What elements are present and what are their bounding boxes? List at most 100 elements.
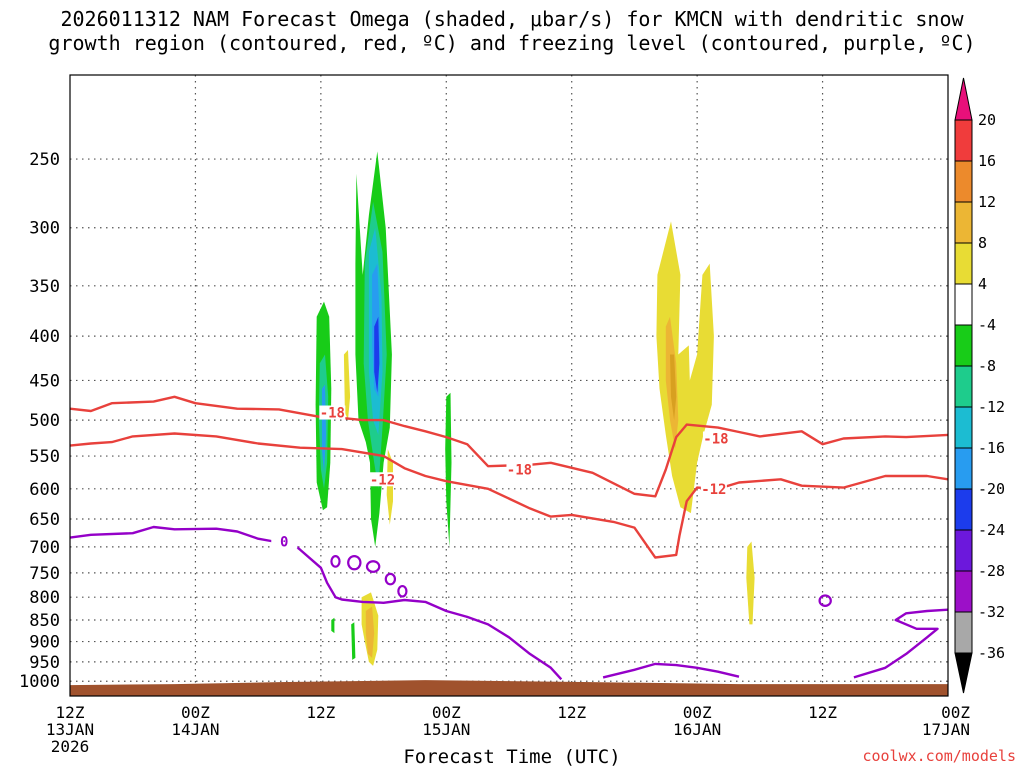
chart-title-line2: growth region (contoured, red, ºC) and f… bbox=[48, 31, 976, 55]
pressure-tick-label: 450 bbox=[29, 371, 60, 391]
contour-line bbox=[853, 608, 948, 679]
chart-title: 2026011312 NAM Forecast Omega (shaded, μ… bbox=[60, 7, 964, 31]
contour-label: 0 bbox=[280, 534, 288, 550]
rising-sliver bbox=[331, 617, 335, 634]
time-tick-label: 00Z bbox=[683, 703, 712, 722]
time-tick-label: 17JAN bbox=[922, 720, 970, 739]
freezing-level-contour bbox=[347, 554, 362, 571]
freezing-level-contour bbox=[365, 560, 381, 573]
temperature-contours: -18 -12 -18 -18 -12 0 bbox=[70, 395, 948, 681]
colorbar-swatch bbox=[954, 365, 973, 408]
surface-terrain bbox=[70, 680, 948, 696]
pressure-tick-label: 500 bbox=[29, 411, 60, 431]
time-tick-label: 13JAN bbox=[46, 720, 94, 739]
source-credit[interactable]: coolwx.com/models bbox=[862, 747, 1016, 765]
freezing-level-contour bbox=[397, 584, 408, 598]
colorbar-label: -12 bbox=[978, 398, 1005, 416]
time-tick-label: 14JAN bbox=[171, 720, 219, 739]
pressure-tick-label: 800 bbox=[29, 588, 60, 608]
contour-label-bg bbox=[271, 534, 298, 549]
contour-line bbox=[70, 525, 563, 681]
pressure-tick-label: 250 bbox=[29, 150, 60, 170]
pressure-tick-label: 350 bbox=[29, 277, 60, 297]
contour-label-bg bbox=[506, 462, 533, 477]
time-tick-label: 12Z bbox=[808, 703, 837, 722]
colorbar-label: -20 bbox=[978, 480, 1005, 498]
contour-label-bg bbox=[319, 405, 346, 420]
colorbar-label: 8 bbox=[978, 234, 987, 252]
colorbar-label: -24 bbox=[978, 521, 1005, 539]
colorbar-swatch bbox=[954, 570, 973, 613]
colorbar-swatch bbox=[954, 160, 973, 203]
axis-ticks: 2503003504004505005506006507007508008509… bbox=[19, 150, 970, 756]
contour-label-bg bbox=[702, 431, 729, 446]
colorbar-swatch bbox=[954, 201, 973, 244]
pressure-tick-label: 850 bbox=[29, 611, 60, 631]
contour-label: -18 bbox=[507, 462, 532, 478]
rising-sliver bbox=[351, 622, 356, 660]
colorbar-swatch bbox=[954, 488, 973, 531]
pressure-tick-label: 950 bbox=[29, 653, 60, 673]
freezing-level-contour bbox=[330, 554, 341, 568]
colorbar: 20 16 12 8 4 -4 -8 -12 -16 -20 -24 -28 -32 -36 bbox=[954, 77, 1005, 694]
contour-line bbox=[602, 662, 740, 679]
colorbar-swatch bbox=[954, 283, 973, 326]
omega-shading bbox=[315, 151, 755, 666]
colorbar-label: 4 bbox=[978, 275, 987, 293]
colorbar-label: -32 bbox=[978, 603, 1005, 621]
pressure-tick-label: 750 bbox=[29, 564, 60, 584]
contour-label-bg bbox=[369, 472, 396, 487]
colorbar-label: 20 bbox=[978, 111, 996, 129]
sinking-region bbox=[656, 221, 714, 514]
time-tick-label: 12Z bbox=[306, 703, 335, 722]
colorbar-swatch bbox=[954, 611, 973, 654]
contour-label-bg bbox=[700, 481, 727, 496]
colorbar-swatch bbox=[954, 119, 973, 162]
pressure-tick-label: 1000 bbox=[19, 672, 60, 692]
colorbar-label: -16 bbox=[978, 439, 1005, 457]
contour-label: -12 bbox=[370, 472, 395, 488]
colorbar-cap-top bbox=[954, 77, 973, 121]
colorbar-swatch bbox=[954, 406, 973, 449]
pressure-tick-label: 700 bbox=[29, 538, 60, 558]
contour-line bbox=[70, 432, 948, 559]
x-axis-label: Forecast Time (UTC) bbox=[403, 746, 621, 768]
colorbar-swatch bbox=[954, 242, 973, 285]
pressure-tick-label: 900 bbox=[29, 633, 60, 653]
freezing-level-contour bbox=[384, 572, 397, 586]
plot-frame bbox=[69, 74, 949, 697]
time-tick-label: 15JAN bbox=[422, 720, 470, 739]
colorbar-label: -28 bbox=[978, 562, 1005, 580]
colorbar-label: 16 bbox=[978, 152, 996, 170]
colorbar-label: -8 bbox=[978, 357, 996, 375]
colorbar-cap-bottom bbox=[954, 652, 973, 694]
colorbar-label: -4 bbox=[978, 316, 996, 334]
time-tick-label: 2026 bbox=[51, 737, 90, 756]
time-tick-label: 00Z bbox=[432, 703, 461, 722]
rising-column-2 bbox=[374, 316, 380, 393]
pressure-tick-label: 400 bbox=[29, 327, 60, 347]
colorbar-swatch bbox=[954, 529, 973, 572]
sinking-region bbox=[670, 354, 677, 421]
pressure-tick-label: 650 bbox=[29, 510, 60, 530]
pressure-tick-label: 550 bbox=[29, 447, 60, 467]
time-tick-label: 16JAN bbox=[673, 720, 721, 739]
time-tick-label: 12Z bbox=[557, 703, 586, 722]
contour-line bbox=[70, 395, 948, 498]
time-tick-label: 12Z bbox=[56, 703, 85, 722]
sinking-region bbox=[386, 449, 393, 525]
sinking-region bbox=[343, 350, 351, 421]
contour-label: -12 bbox=[701, 482, 726, 498]
rising-column-3 bbox=[445, 392, 452, 547]
grid-lines bbox=[70, 75, 948, 696]
pressure-tick-label: 300 bbox=[29, 219, 60, 239]
colorbar-label: -36 bbox=[978, 644, 1005, 662]
contour-label: -18 bbox=[320, 406, 345, 422]
pressure-tick-label: 600 bbox=[29, 480, 60, 500]
colorbar-swatch bbox=[954, 447, 973, 490]
terrain-fill bbox=[70, 680, 948, 696]
sinking-region bbox=[365, 606, 375, 658]
colorbar-label: 12 bbox=[978, 193, 996, 211]
contour-label: -18 bbox=[703, 432, 728, 448]
